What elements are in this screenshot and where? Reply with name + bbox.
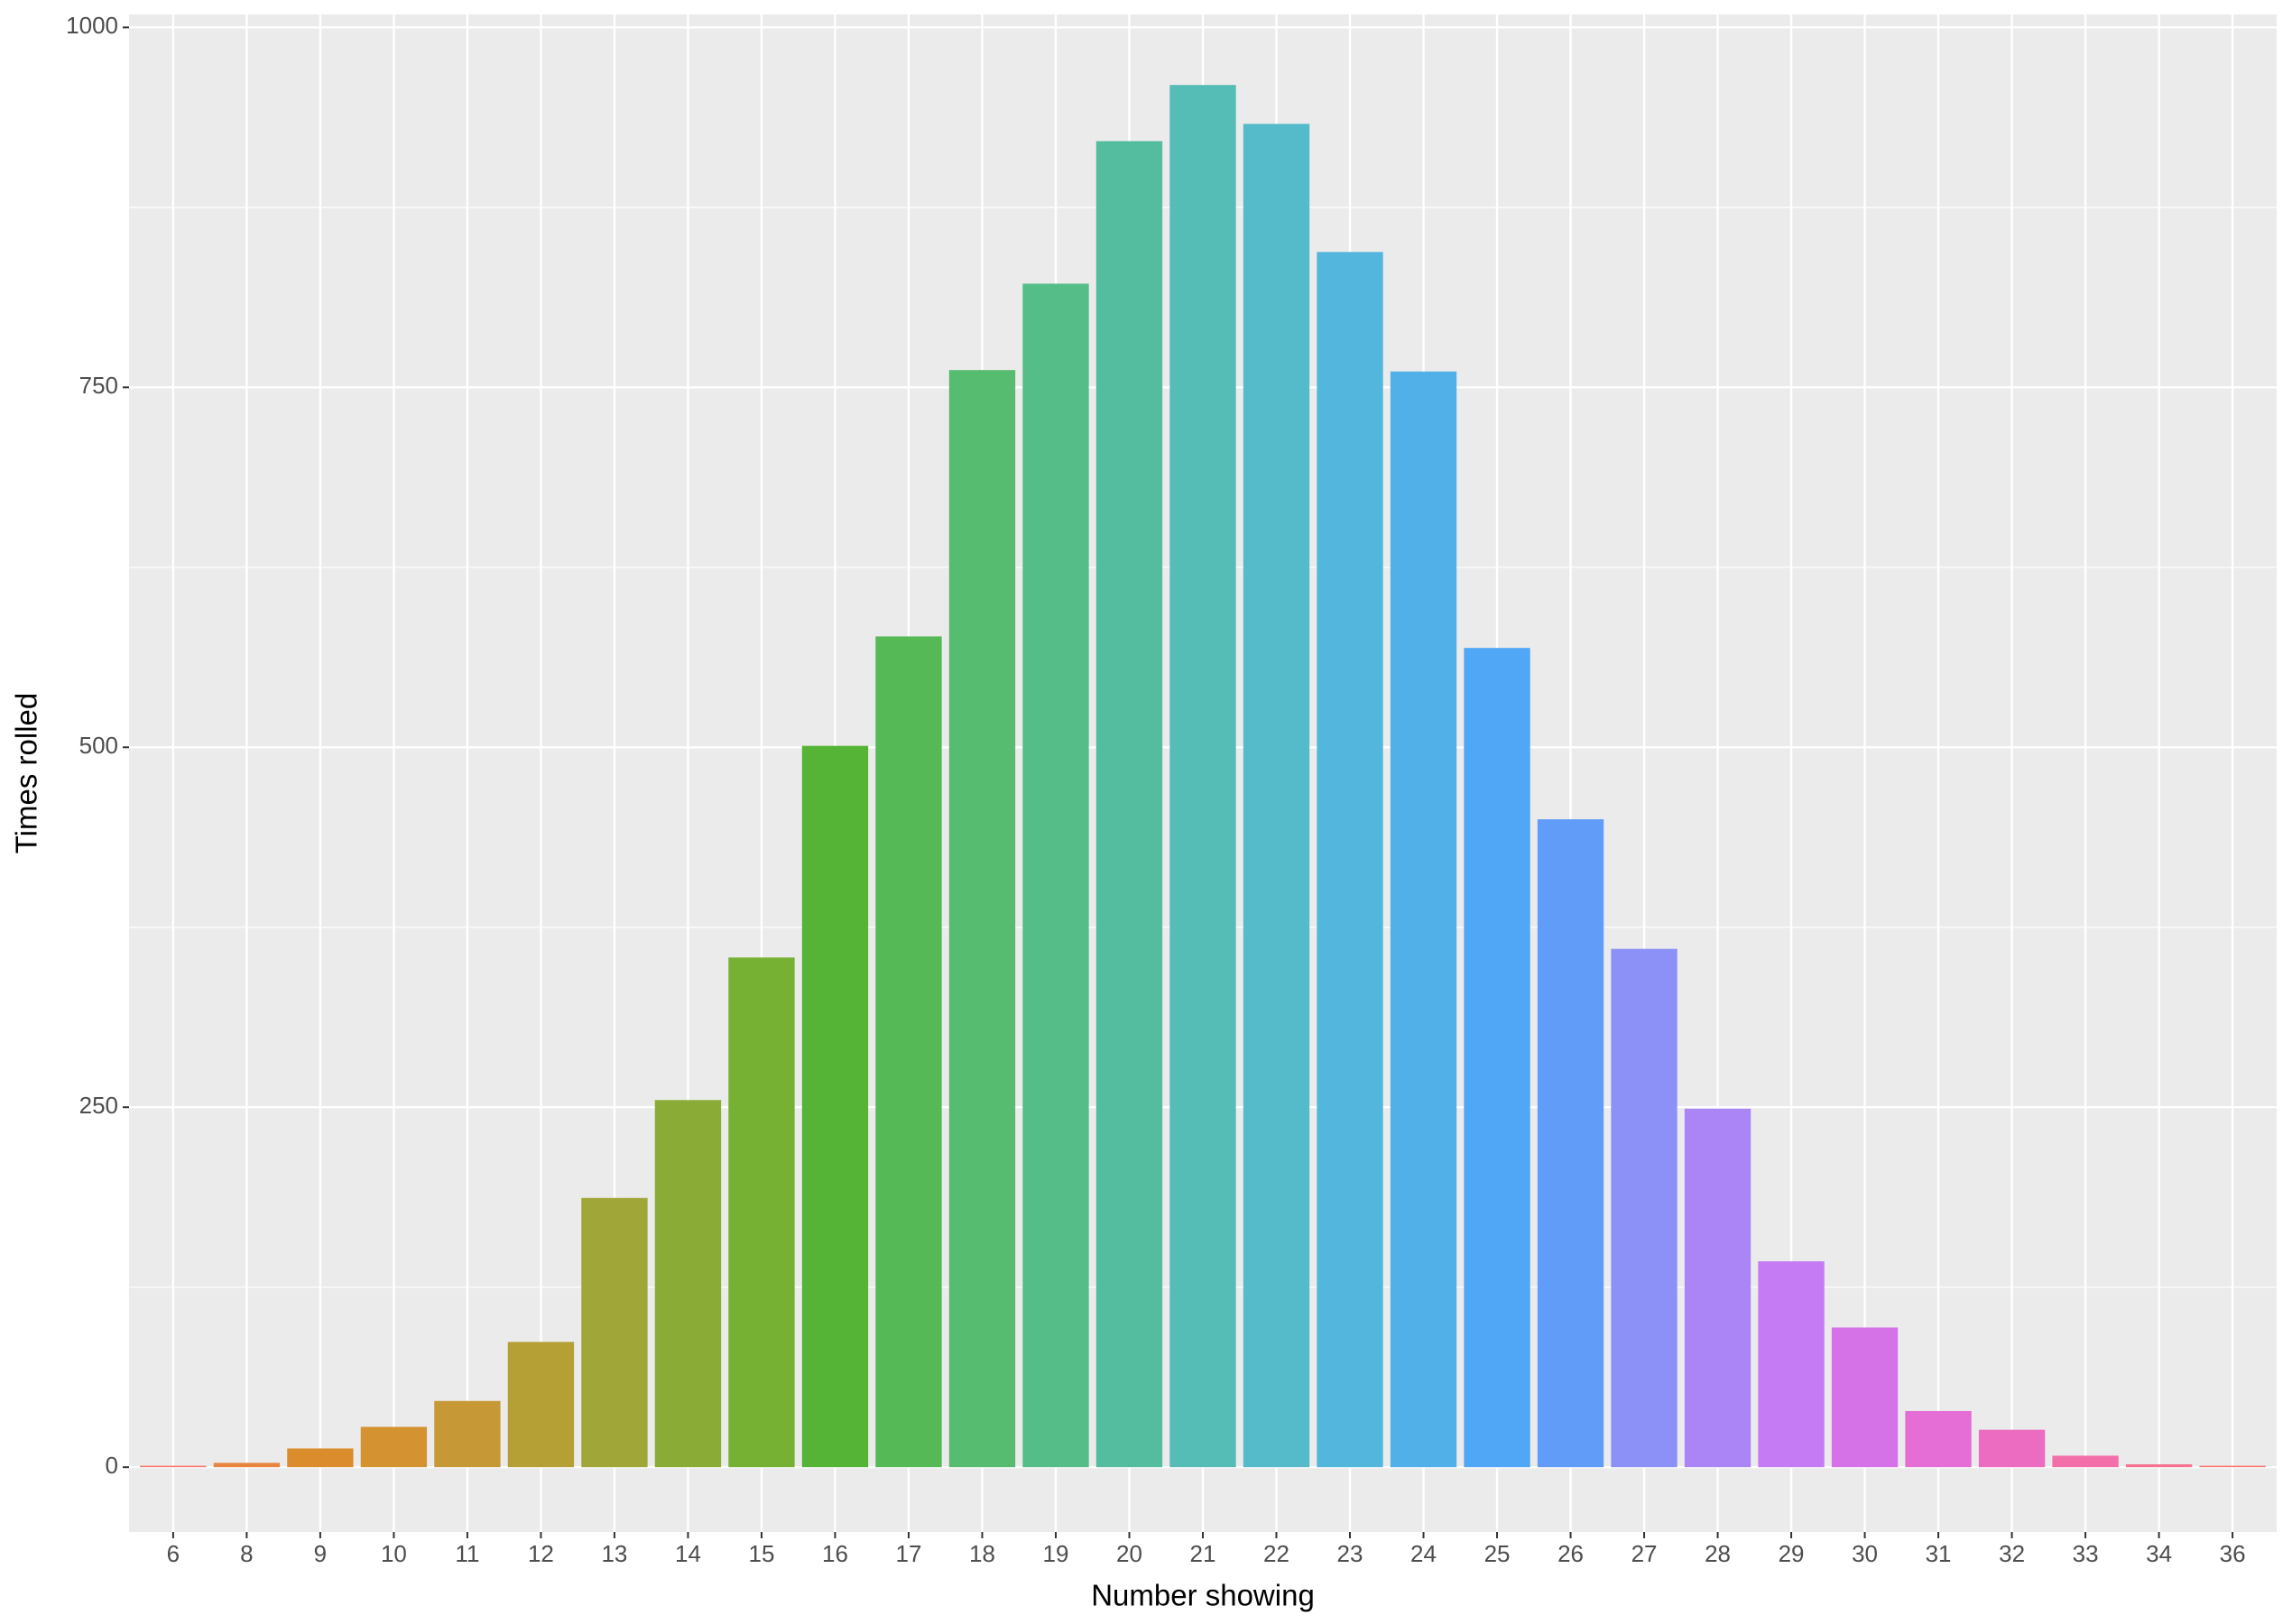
bar [1022, 283, 1089, 1468]
x-tick-label: 28 [1705, 1540, 1731, 1567]
x-tick-label: 13 [601, 1540, 627, 1567]
x-tick-label: 22 [1263, 1540, 1289, 1567]
x-tick-label: 8 [240, 1540, 253, 1567]
bar [948, 370, 1016, 1468]
bar [654, 1100, 722, 1468]
x-axis-title: Number showing [1091, 1579, 1315, 1612]
x-tick-label: 14 [675, 1540, 701, 1567]
bar [1611, 948, 1677, 1468]
x-tick-label: 27 [1631, 1540, 1658, 1567]
y-tick-label: 750 [79, 372, 118, 399]
bar [2052, 1455, 2119, 1468]
x-tick-label: 29 [1779, 1540, 1805, 1567]
x-tick-label: 16 [822, 1540, 848, 1567]
bar [434, 1400, 501, 1468]
y-tick-label: 250 [79, 1092, 118, 1119]
x-tick-label: 33 [2073, 1540, 2099, 1567]
bar [1831, 1327, 1899, 1468]
bar [801, 745, 869, 1468]
bar [2125, 1463, 2193, 1468]
bar [213, 1463, 281, 1468]
bar [581, 1197, 648, 1468]
bar [1758, 1260, 1825, 1468]
x-tick-label: 6 [167, 1540, 180, 1567]
x-tick-label: 11 [455, 1540, 479, 1567]
x-tick-label: 30 [1852, 1540, 1878, 1567]
bar [1317, 252, 1383, 1468]
x-tick-label: 24 [1410, 1540, 1437, 1567]
x-tick-label: 19 [1043, 1540, 1069, 1567]
bar [728, 957, 795, 1468]
x-tick-label: 20 [1116, 1540, 1142, 1567]
x-tick-label: 31 [1926, 1540, 1952, 1567]
x-tick-label: 21 [1190, 1540, 1216, 1567]
bar [507, 1342, 575, 1468]
x-tick-label: 34 [2146, 1540, 2172, 1567]
x-tick-label: 25 [1484, 1540, 1511, 1567]
x-tick-label: 18 [969, 1540, 995, 1567]
bar [2199, 1465, 2266, 1468]
x-tick-label: 9 [314, 1540, 327, 1567]
y-tick-label: 1000 [66, 12, 118, 39]
x-tick-label: 17 [896, 1540, 922, 1567]
bar [1464, 648, 1530, 1468]
x-tick-label: 12 [528, 1540, 554, 1567]
x-tick-label: 23 [1337, 1540, 1363, 1567]
bar [1390, 371, 1457, 1468]
bar [360, 1426, 428, 1468]
y-tick-label: 500 [79, 732, 118, 759]
bar [1095, 141, 1163, 1468]
x-tick-label: 32 [1999, 1540, 2025, 1567]
bar [1684, 1108, 1751, 1468]
x-tick-label: 10 [381, 1540, 407, 1567]
x-tick-label: 26 [1557, 1540, 1584, 1567]
x-tick-label: 36 [2220, 1540, 2246, 1567]
bar [1905, 1410, 1972, 1468]
bar [140, 1465, 207, 1468]
x-tick-label: 15 [748, 1540, 774, 1567]
y-tick-label: 0 [106, 1452, 118, 1479]
y-axis-title: Times rolled [10, 693, 43, 854]
bar [1978, 1429, 2046, 1468]
bar [1169, 85, 1236, 1468]
bar [1537, 819, 1604, 1468]
bar [287, 1448, 354, 1468]
bar [875, 636, 942, 1468]
bar [1243, 124, 1310, 1468]
